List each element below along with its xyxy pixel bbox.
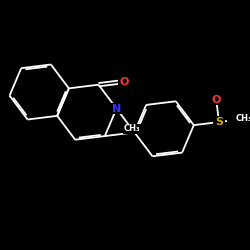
Text: O: O [212,95,221,105]
Text: CH₃: CH₃ [124,124,140,133]
Text: CH₃: CH₃ [236,114,250,124]
Text: S: S [215,117,223,127]
Text: O: O [119,76,128,86]
Text: N: N [112,104,121,114]
